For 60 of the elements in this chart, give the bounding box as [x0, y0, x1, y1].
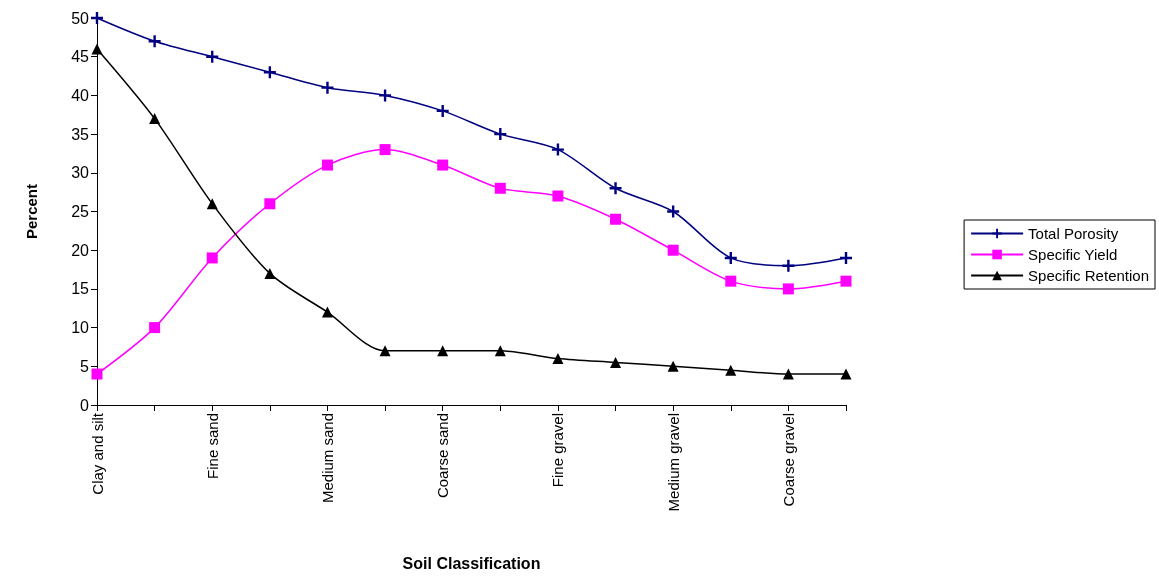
point — [321, 159, 333, 171]
point — [91, 43, 103, 55]
point — [321, 81, 334, 94]
point — [321, 306, 333, 318]
point — [840, 368, 852, 380]
point — [725, 364, 737, 376]
x-tick-label: Clay and silt — [88, 412, 106, 495]
point — [206, 198, 218, 210]
x-tick-label: Coarse sand — [434, 413, 452, 499]
point — [264, 198, 276, 210]
point — [667, 244, 679, 256]
point — [782, 283, 794, 295]
x-axis-title: Soil Classification — [402, 554, 541, 572]
point — [667, 360, 679, 372]
point — [725, 275, 737, 287]
point — [494, 345, 506, 357]
y-tick-label: 15 — [71, 280, 90, 298]
x-tick-label: Medium gravel — [664, 413, 682, 512]
point — [264, 267, 276, 279]
y-tick-label: 10 — [71, 319, 90, 337]
legend-label: Specific Retention — [1028, 267, 1150, 284]
y-tick-label: 5 — [80, 357, 90, 375]
point — [436, 104, 449, 117]
point — [379, 144, 391, 156]
point — [494, 182, 506, 194]
y-tick-label: 50 — [71, 9, 90, 27]
point — [667, 205, 680, 218]
point — [437, 345, 449, 357]
point — [149, 322, 161, 334]
point — [148, 35, 161, 48]
point — [782, 259, 795, 272]
point — [782, 368, 794, 380]
x-tick-label: Medium sand — [318, 413, 336, 504]
point — [610, 213, 622, 225]
y-tick-label: 40 — [71, 86, 90, 104]
point — [206, 252, 218, 264]
point — [437, 159, 449, 171]
legend-label: Specific Yield — [1028, 246, 1118, 263]
point — [494, 128, 507, 141]
y-tick-label: 0 — [80, 396, 90, 414]
y-tick-label: 20 — [71, 241, 90, 259]
y-tick-label: 30 — [71, 164, 90, 182]
y-tick-label: 35 — [71, 125, 90, 143]
y-tick-label: 45 — [71, 48, 90, 66]
point — [379, 89, 392, 102]
point — [840, 275, 852, 287]
point — [551, 143, 564, 156]
x-tick-label: Fine sand — [203, 413, 221, 479]
point — [379, 345, 391, 357]
point — [91, 368, 103, 380]
legend-label: Total Porosity — [1028, 225, 1119, 242]
y-tick-label: 25 — [71, 203, 90, 220]
point — [552, 190, 564, 202]
point — [609, 182, 622, 195]
y-axis-title: Percent — [23, 183, 40, 240]
x-tick-label: Coarse gravel — [779, 413, 797, 507]
point — [149, 113, 161, 125]
x-tick-label: Fine gravel — [549, 413, 567, 488]
point — [610, 356, 622, 368]
point — [552, 353, 564, 365]
